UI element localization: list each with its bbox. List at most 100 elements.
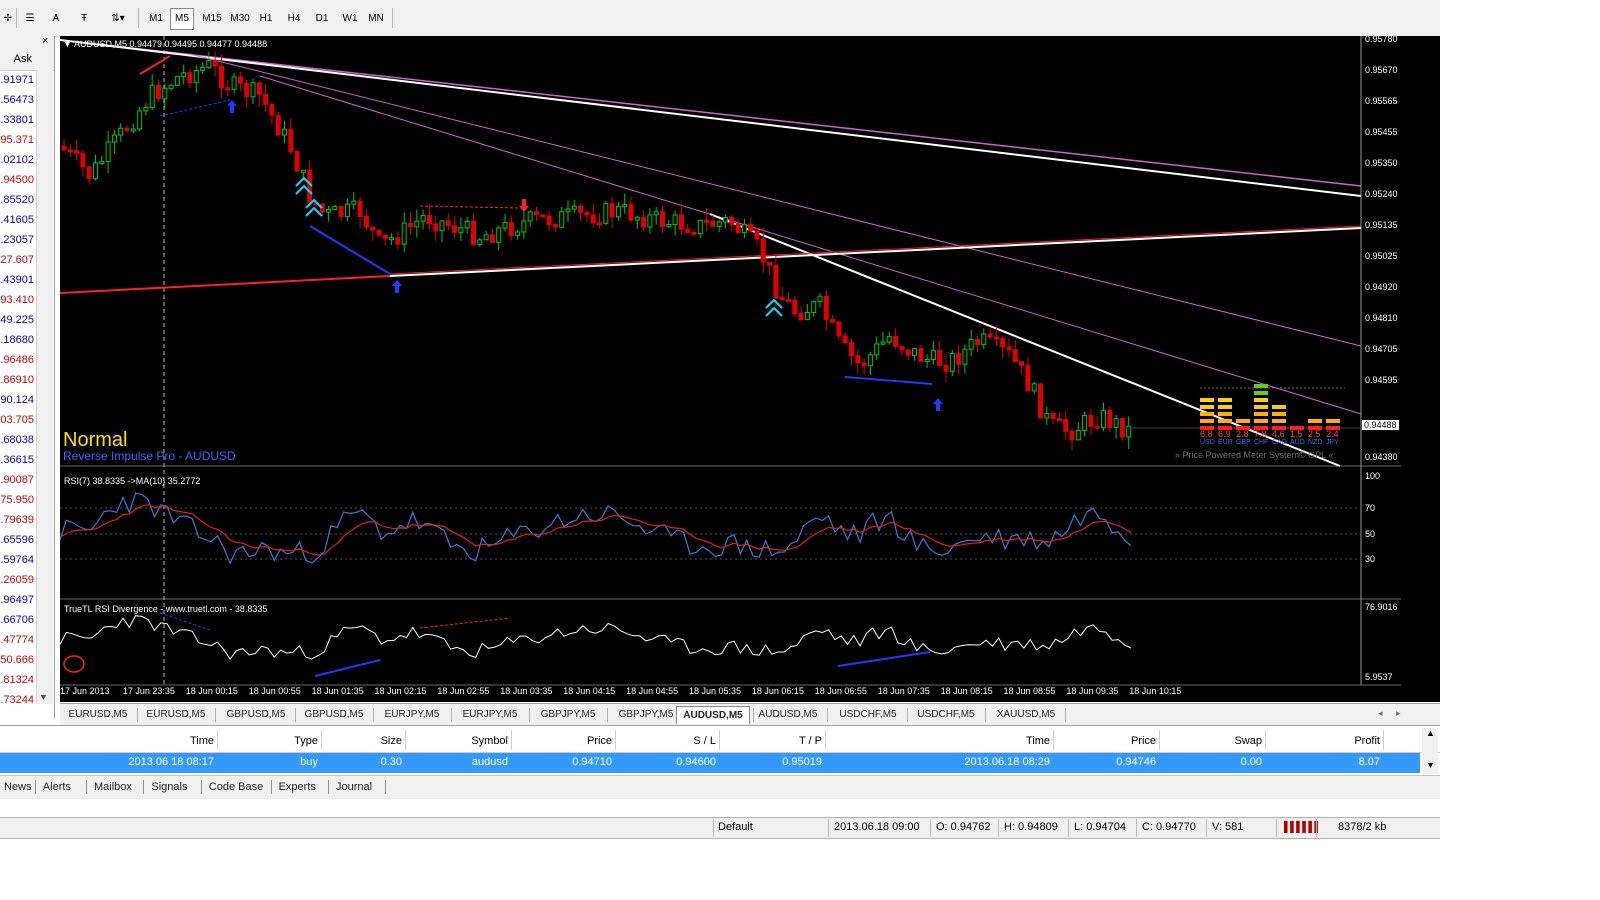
ask-price[interactable]: .23057: [0, 234, 34, 246]
terminal-scrollbar[interactable]: ▲ ▼: [1422, 728, 1438, 774]
column-header[interactable]: Symbol: [471, 735, 508, 747]
ask-price[interactable]: .85520: [0, 194, 34, 206]
time-label: 18 Jun 04:15: [563, 686, 616, 696]
tab-news[interactable]: News: [4, 781, 32, 793]
ask-price[interactable]: 75.950: [0, 494, 34, 506]
timeframe-m5-button[interactable]: M5: [170, 8, 194, 30]
trendline-violet: [259, 75, 1362, 415]
ask-price[interactable]: .90087: [0, 474, 34, 486]
ask-price[interactable]: 03.705: [0, 414, 34, 426]
ask-price[interactable]: 95.371: [0, 134, 34, 146]
column-header[interactable]: S / L: [693, 735, 716, 747]
timeframe-mn-button[interactable]: MN: [368, 13, 384, 24]
text-tool-icon[interactable]: A: [52, 13, 60, 24]
ask-price[interactable]: .47774: [0, 634, 34, 646]
ask-price[interactable]: .96486: [0, 354, 34, 366]
tab-usdchf-m5[interactable]: USDCHF,M5: [839, 709, 897, 720]
ask-price[interactable]: 49.225: [0, 314, 34, 326]
ask-price[interactable]: 50.666: [0, 654, 34, 666]
ask-price[interactable]: .56473: [0, 94, 34, 106]
ask-price[interactable]: .68038: [0, 434, 34, 446]
tab-eurjpy-m5[interactable]: EURJPY,M5: [384, 709, 440, 720]
ask-price[interactable]: .94500: [0, 174, 34, 186]
tab-eurjpy-m5[interactable]: EURJPY,M5: [462, 709, 518, 720]
status-profile[interactable]: Default: [718, 821, 753, 833]
timeframe-h1-button[interactable]: H1: [259, 13, 273, 24]
tab-alerts[interactable]: Alerts: [42, 781, 71, 793]
column-header[interactable]: Profit: [1354, 735, 1380, 747]
toolbar-separator: [392, 8, 393, 28]
tab-gbpjpy-m5[interactable]: GBPJPY,M5: [540, 709, 596, 720]
timeframe-m30-button[interactable]: M30: [230, 13, 250, 24]
arrows-dropdown-icon[interactable]: ⇅▾: [111, 13, 125, 24]
tabs-scroll-right-icon[interactable]: ▸: [1396, 708, 1401, 718]
scroll-down-icon[interactable]: ▼: [1426, 760, 1435, 770]
tab-journal[interactable]: Journal: [336, 781, 373, 793]
ask-price[interactable]: .65596: [0, 534, 34, 546]
tab-signals[interactable]: Signals: [151, 781, 188, 793]
tab-separator: [827, 708, 828, 722]
tab-experts[interactable]: Experts: [278, 781, 316, 793]
ask-price[interactable]: .43901: [0, 274, 34, 286]
column-header[interactable]: Price: [586, 735, 612, 747]
tab-eurusd-m5[interactable]: EURUSD,M5: [68, 709, 128, 720]
timeframe-h4-button[interactable]: H4: [287, 13, 301, 24]
timeframe-m15-button[interactable]: M15: [202, 13, 222, 24]
ask-price[interactable]: .41605: [0, 214, 34, 226]
column-header[interactable]: Price: [1130, 735, 1156, 747]
scroll-down-icon[interactable]: ▼: [39, 692, 48, 702]
tab-usdchf-m5[interactable]: USDCHF,M5: [917, 709, 975, 720]
ask-price[interactable]: 93.410: [0, 294, 34, 306]
ask-price[interactable]: .66706: [0, 614, 34, 626]
ask-price[interactable]: .02102: [0, 154, 34, 166]
ask-price[interactable]: .86910: [0, 374, 34, 386]
candle-body: [193, 69, 199, 84]
tab-gbpjpy-m5[interactable]: GBPJPY,M5: [618, 709, 674, 720]
tab-audusd-m5[interactable]: AUDUSD,M5: [676, 706, 750, 724]
tab-eurusd-m5[interactable]: EURUSD,M5: [146, 709, 206, 720]
trade-row[interactable]: [0, 753, 1420, 773]
scroll-up-icon[interactable]: ▲: [1426, 728, 1435, 738]
ask-price[interactable]: .79639: [0, 514, 34, 526]
ask-price[interactable]: .18680: [0, 334, 34, 346]
text-label-icon[interactable]: Ŧ: [80, 13, 88, 24]
candle-body: [433, 223, 439, 232]
ask-price[interactable]: .33801: [0, 114, 34, 126]
crosshair-icon[interactable]: ✢: [3, 13, 13, 24]
chart-canvas[interactable]: [60, 36, 1440, 702]
column-header[interactable]: Type: [294, 735, 318, 747]
close-icon[interactable]: ×: [42, 35, 49, 47]
tab-xauusd-m5[interactable]: XAUUSD,M5: [996, 709, 1056, 720]
candle-body: [710, 221, 716, 227]
column-header[interactable]: Swap: [1234, 735, 1262, 747]
ask-price[interactable]: .91971: [0, 74, 34, 86]
horizontal-line-icon[interactable]: ☰: [25, 13, 35, 24]
timeframe-w1-button[interactable]: W1: [342, 13, 358, 24]
column-header[interactable]: Time: [189, 735, 214, 747]
ask-price[interactable]: .26059: [0, 574, 34, 586]
ask-price[interactable]: .81324: [0, 674, 34, 686]
candle-body: [294, 151, 300, 172]
ask-price[interactable]: 27.607: [0, 254, 34, 266]
tab-audusd-m5[interactable]: AUDUSD,M5: [758, 709, 818, 720]
connection-bars-icon[interactable]: ▌▌▌▌▌▌: [1284, 822, 1322, 833]
tab-code-base[interactable]: Code Base: [208, 781, 264, 793]
tab-gbpusd-m5[interactable]: GBPUSD,M5: [304, 709, 364, 720]
chart-window[interactable]: ▼ AUDUSD,M5 0.94479 0.94495 0.94477 0.94…: [60, 34, 1440, 702]
ask-price[interactable]: .36615: [0, 454, 34, 466]
timeframe-d1-button[interactable]: D1: [315, 13, 329, 24]
tabs-scroll-left-icon[interactable]: ◂: [1378, 708, 1383, 718]
ask-price[interactable]: .96497: [0, 594, 34, 606]
ask-price[interactable]: 90.124: [0, 394, 34, 406]
timeframe-m1-button[interactable]: M1: [149, 13, 163, 24]
column-header[interactable]: Size: [380, 735, 402, 747]
ask-column-header[interactable]: Ask: [13, 53, 32, 65]
collapse-triangle-icon[interactable]: ▼: [63, 39, 72, 49]
tab-gbpusd-m5[interactable]: GBPUSD,M5: [226, 709, 286, 720]
column-header[interactable]: T / P: [798, 735, 822, 747]
ask-price[interactable]: .73244: [0, 694, 34, 706]
ask-price[interactable]: .59764: [0, 554, 34, 566]
column-header[interactable]: Time: [1025, 735, 1050, 747]
market-watch-scrollbar[interactable]: ▼: [36, 70, 53, 704]
tab-mailbox[interactable]: Mailbox: [94, 781, 132, 793]
